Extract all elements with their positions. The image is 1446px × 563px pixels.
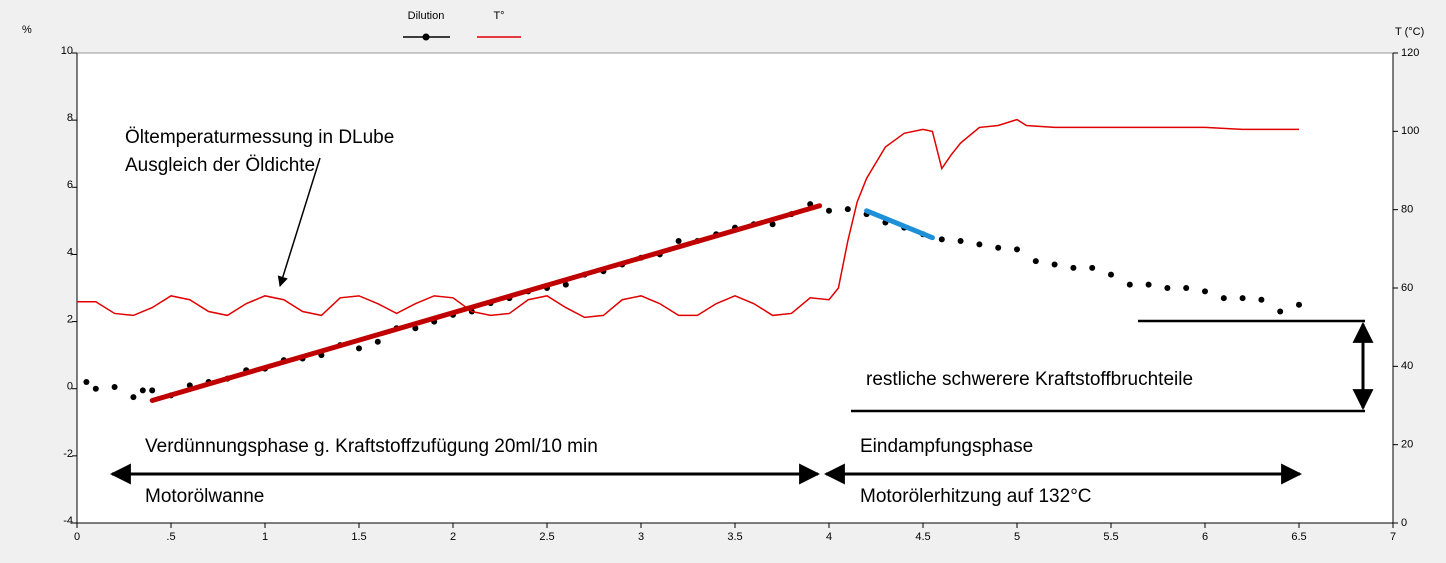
- x-tick-label: 5.5: [1103, 531, 1118, 543]
- data-point: [1145, 281, 1152, 288]
- y2-tick-label: 20: [1401, 439, 1413, 451]
- data-point: [139, 387, 146, 394]
- x-tick-label: 1.5: [351, 531, 366, 543]
- data-point: [1108, 271, 1114, 278]
- x-tick-label: 3: [638, 531, 644, 543]
- fit-line: [864, 208, 935, 241]
- data-point: [149, 387, 156, 394]
- arrows: [109, 157, 1374, 485]
- x-tick-label: 4: [826, 531, 832, 543]
- annotation: Eindampfungsphase: [860, 436, 1033, 457]
- x-tick-label: 2: [450, 531, 456, 543]
- x-tick-label: 1: [262, 531, 268, 543]
- data-point: [976, 241, 983, 248]
- data-point: [374, 338, 381, 345]
- annotation: restliche schwerere Kraftstoffbruchteile: [866, 369, 1193, 390]
- data-point: [92, 385, 99, 392]
- x-tick-label: 5: [1014, 531, 1020, 543]
- x-tick-label: 6: [1202, 531, 1208, 543]
- data-point: [1296, 301, 1302, 308]
- data-point: [769, 221, 776, 228]
- data-point: [1014, 246, 1020, 253]
- arrow: [277, 157, 321, 288]
- data-point: [826, 207, 832, 214]
- data-point: [1277, 308, 1284, 315]
- data-point: [1164, 285, 1171, 291]
- data-point: [1202, 288, 1208, 295]
- data-point: [412, 325, 419, 332]
- data-point: [995, 244, 1002, 251]
- y-tick-label: -4: [63, 515, 73, 527]
- y-tick-label: 4: [67, 246, 73, 258]
- y2-tick-label: 100: [1401, 125, 1419, 137]
- annotation: Motorölwanne: [145, 486, 264, 507]
- data-point: [1258, 296, 1265, 303]
- y2-tick-label: 60: [1401, 282, 1413, 294]
- y-tick-label: 10: [61, 45, 73, 57]
- data-point: [1089, 264, 1096, 271]
- x-tick-label: 3.5: [727, 531, 742, 543]
- y2-axis-label: T (°C): [1395, 26, 1424, 38]
- y2-tick-label: 0: [1401, 517, 1407, 529]
- annotation: Ausgleich der Öldichte: [125, 155, 315, 176]
- legend-marker: [422, 33, 430, 41]
- annotation: Motorölerhitzung auf 132°C: [860, 486, 1092, 507]
- legend-label: T°: [493, 10, 504, 22]
- x-tick-label: 2.5: [539, 531, 554, 543]
- data-point: [1070, 264, 1077, 271]
- data-point: [1032, 258, 1039, 265]
- y-tick-label: 0: [67, 381, 73, 393]
- x-tick-label: 4.5: [915, 531, 930, 543]
- data-point: [356, 345, 362, 352]
- legend-label: Dilution: [408, 10, 445, 22]
- y2-tick-label: 80: [1401, 204, 1413, 216]
- y2-tick-label: 120: [1401, 47, 1419, 59]
- data-point: [675, 238, 682, 244]
- x-tick-label: 0: [74, 531, 80, 543]
- data-point: [957, 238, 964, 244]
- data-point: [1220, 295, 1227, 302]
- data-point: [1239, 295, 1246, 302]
- y-tick-label: -2: [63, 448, 73, 460]
- y-tick-label: 2: [67, 313, 73, 325]
- annotation: Verdünnungsphase g. Kraftstoffzufügung 2…: [145, 436, 598, 457]
- data-point: [1051, 261, 1058, 268]
- data-point: [1126, 281, 1133, 288]
- data-point: [938, 236, 945, 243]
- x-tick-label: 7: [1390, 531, 1396, 543]
- annotation: Öltemperaturmessung in DLube: [125, 127, 394, 148]
- fit-line: [149, 203, 823, 403]
- y-tick-label: 8: [67, 112, 73, 124]
- data-point: [562, 281, 569, 288]
- y-axis-label: %: [22, 24, 32, 36]
- x-tick-label: .5: [166, 531, 175, 543]
- series-line: [77, 118, 1299, 319]
- data-point: [130, 394, 137, 401]
- plot-area: [76, 52, 1394, 524]
- data-point: [111, 384, 118, 391]
- y-tick-label: 6: [67, 179, 73, 191]
- data-point: [844, 206, 851, 213]
- x-tick-label: 6.5: [1291, 531, 1306, 543]
- data-point: [83, 379, 90, 385]
- y2-tick-label: 40: [1401, 360, 1413, 372]
- data-point: [1183, 285, 1190, 291]
